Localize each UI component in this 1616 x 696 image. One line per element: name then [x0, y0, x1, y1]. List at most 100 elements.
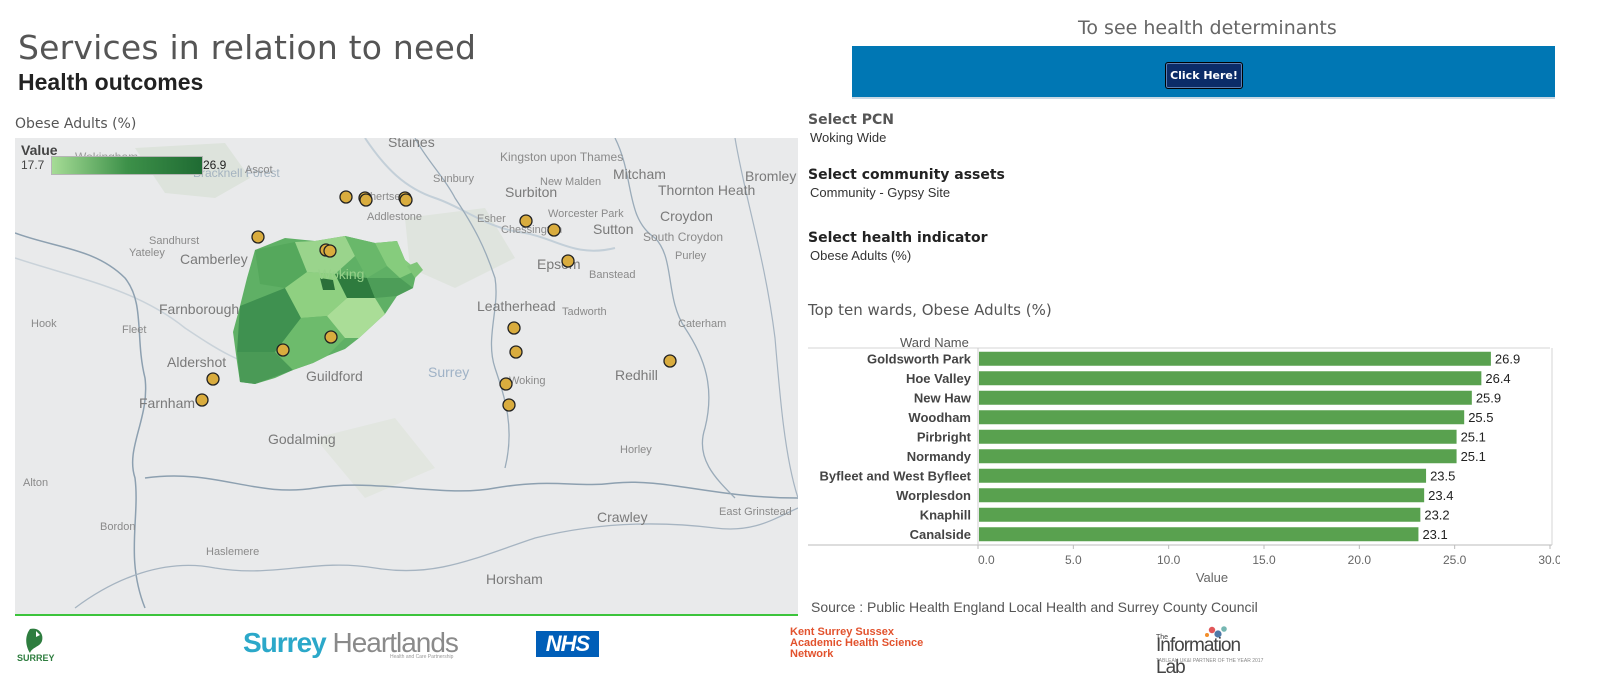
place-label: Tadworth	[562, 306, 607, 318]
ward-area[interactable]	[255, 242, 307, 288]
ward-bar[interactable]	[979, 390, 1472, 405]
place-label: Esher	[477, 213, 506, 225]
place-label: Woking	[509, 375, 546, 387]
legend-color-ramp	[51, 156, 203, 175]
infolab-subtitle: TABLEAU UK&I PARTNER OF THE YEAR 2017	[1156, 658, 1264, 664]
pcn-filter[interactable]: Select PCN Woking Wide	[808, 112, 894, 145]
determinants-banner: Click Here!	[852, 46, 1555, 99]
place-label: Ascot	[245, 164, 273, 176]
heartlands-subtitle: Health and Care Partnership	[390, 654, 454, 660]
place-label: Epsom	[537, 256, 581, 272]
place-label: Mitcham	[613, 166, 666, 182]
ward-bar[interactable]	[979, 507, 1421, 522]
bar-value-label: 23.4	[1428, 488, 1453, 503]
ward-label: New Haw	[914, 390, 972, 405]
place-label: Caterham	[678, 318, 727, 330]
x-tick-label: 5.0	[1065, 553, 1082, 567]
ward-area[interactable]	[335, 274, 375, 298]
ward-area[interactable]	[320, 278, 335, 290]
place-label: Camberley	[180, 251, 248, 267]
bar-value-label: 23.1	[1422, 527, 1447, 542]
place-label: Guildford	[306, 368, 363, 384]
boundary	[74, 507, 798, 609]
kss-line: Academic Health Science	[790, 637, 924, 649]
place-label: Croydon	[660, 208, 713, 224]
place-label: Godalming	[268, 431, 336, 447]
bar-value-label: 25.9	[1476, 390, 1501, 405]
pcn-select[interactable]: Woking Wide	[810, 130, 887, 145]
ward-bar[interactable]	[979, 527, 1419, 542]
ward-area[interactable]	[375, 241, 417, 278]
ward-bar[interactable]	[979, 468, 1427, 483]
ward-bar[interactable]	[979, 410, 1465, 425]
x-tick-label: 15.0	[1252, 553, 1276, 567]
ward-area[interactable]	[367, 278, 413, 298]
place-label: South Croydon	[643, 230, 724, 244]
infolab-dots-icon	[1205, 626, 1227, 638]
bar-value-label: 23.2	[1424, 507, 1449, 522]
place-label: Farnborough	[159, 301, 240, 317]
ward-label: Pirbright	[917, 429, 972, 444]
place-label: Thornton Heath	[658, 182, 756, 198]
place-label: Kingston upon Thames	[500, 150, 624, 164]
boundary	[15, 232, 798, 609]
woodland-area	[315, 418, 435, 498]
river	[364, 138, 616, 252]
assets-select[interactable]: Community - Gypsy Site	[810, 185, 951, 200]
ward-area[interactable]	[407, 262, 423, 278]
place-label: Chessington	[501, 224, 563, 236]
place-label: Sunbury	[433, 173, 474, 185]
choropleth-map[interactable]: Staines Wokingham Bracknell Forest Ascot…	[15, 138, 798, 616]
place-label: Leatherhead	[477, 298, 556, 314]
place-label: Banstead	[589, 269, 636, 281]
ward-bar[interactable]	[979, 449, 1457, 464]
place-label: Addlestone	[367, 211, 423, 223]
place-label: Surrey	[428, 364, 470, 380]
place-label: Yateley	[129, 247, 165, 259]
ward-area[interactable]	[237, 288, 301, 352]
page-subtitle: Health outcomes	[18, 69, 204, 95]
ward-label: Goldsworth Park	[867, 351, 972, 366]
ward-area[interactable]	[275, 316, 345, 370]
x-tick-label: 0.0	[978, 553, 995, 567]
indicator-filter[interactable]: Select health indicator Obese Adults (%)	[808, 230, 988, 263]
ward-area[interactable]	[327, 298, 385, 338]
x-tick-label: 20.0	[1348, 553, 1372, 567]
filter-label: Select community assets	[808, 167, 1005, 183]
source-note: Source : Public Health England Local Hea…	[811, 599, 1258, 615]
ward-label: Woodham	[908, 410, 971, 425]
place-label: Crawley	[597, 509, 648, 525]
ward-bar[interactable]	[979, 488, 1425, 503]
heartlands-word-a: Surrey	[243, 627, 327, 658]
surrey-logo-text: SURREY	[17, 653, 55, 663]
ward-area[interactable]	[345, 236, 387, 278]
ward-bar[interactable]	[979, 351, 1491, 366]
legend-title: Value	[21, 142, 58, 158]
ward-bar[interactable]	[979, 371, 1482, 386]
place-label: Fleet	[122, 324, 147, 336]
click-here-button[interactable]: Click Here!	[1165, 62, 1243, 89]
infolab-the: The	[1156, 634, 1169, 641]
bar-value-label: 26.4	[1485, 371, 1510, 386]
information-lab-logo: The Information Lab TABLEAU UK&I PARTNER…	[1156, 625, 1263, 678]
surrey-crest-detail	[36, 631, 40, 637]
x-tick-label: 10.0	[1157, 553, 1181, 567]
place-label: Farnham	[139, 395, 196, 411]
place-label: Worcester Park	[548, 208, 624, 220]
ward-area[interactable]	[237, 352, 293, 384]
place-label: Bordon	[100, 521, 136, 533]
assets-filter[interactable]: Select community assets Community - Gyps…	[808, 167, 1005, 200]
ward-polygons[interactable]	[233, 236, 423, 384]
ward-label: Knaphill	[920, 507, 971, 522]
woodland-area	[405, 208, 515, 288]
ward-bar[interactable]	[979, 429, 1457, 444]
place-label: Hook	[31, 318, 57, 330]
infolab-text: Information Lab	[1156, 635, 1241, 678]
x-tick-label: 30.0	[1538, 553, 1560, 567]
place-label: Staines	[388, 138, 435, 150]
place-label: Bromley	[745, 168, 797, 184]
ward-bar-chart[interactable]: Goldsworth Park 26.9 Hoe Valley 26.4 New Haw…	[808, 344, 1560, 589]
x-tick-label: 25.0	[1443, 553, 1467, 567]
bar-value-label: 25.5	[1468, 410, 1493, 425]
indicator-select[interactable]: Obese Adults (%)	[810, 248, 912, 263]
